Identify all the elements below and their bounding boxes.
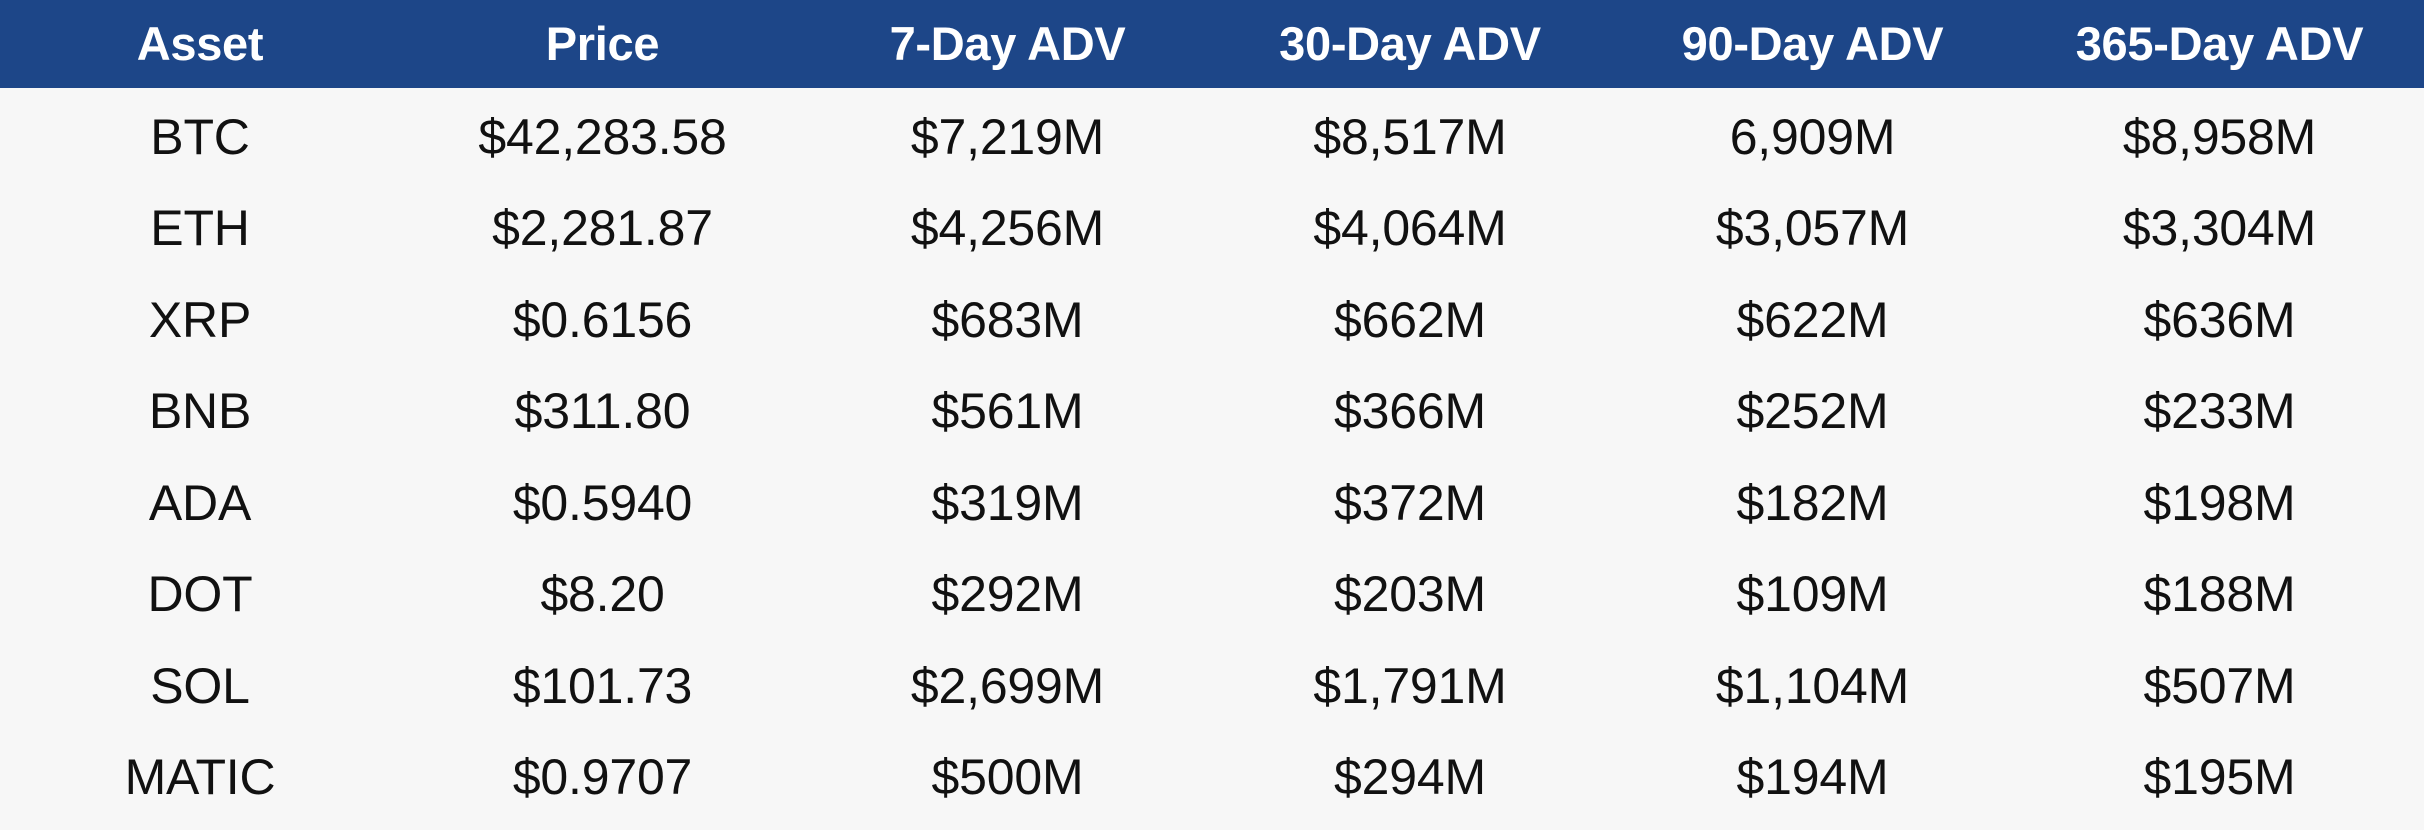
adv-90-day-cell: $109M — [1736, 566, 1889, 623]
adv-30-day-cell: $372M — [1334, 474, 1486, 531]
header-price: Price — [545, 17, 660, 70]
adv-365-day-cell: $198M — [2143, 474, 2296, 531]
adv-365-day-cell: $507M — [2143, 657, 2296, 714]
adv-365-day-cell: $233M — [2143, 383, 2296, 440]
adv-30-day-cell: $1,791M — [1313, 657, 1507, 714]
table-row: SOL $101.73 $2,699M $1,791M $1,104M $507… — [0, 640, 2424, 732]
asset-cell: BTC — [150, 108, 250, 165]
adv-7-day-cell: $561M — [931, 383, 1084, 440]
table-row: BNB $311.80 $561M $366M $252M $233M — [0, 366, 2424, 458]
asset-cell: DOT — [147, 566, 253, 623]
adv-365-day-cell: $188M — [2143, 566, 2296, 623]
adv-30-day-cell: $8,517M — [1313, 108, 1507, 165]
price-cell: $311.80 — [514, 383, 691, 440]
adv-7-day-cell: $319M — [931, 474, 1084, 531]
asset-cell: BNB — [148, 383, 252, 440]
price-cell: $42,283.58 — [478, 108, 727, 165]
price-cell: $8.20 — [540, 566, 665, 623]
adv-7-day-cell: $2,699M — [910, 657, 1105, 714]
asset-cell: XRP — [148, 291, 252, 348]
adv-30-day-cell: $4,064M — [1313, 200, 1507, 257]
adv-365-day-cell: $8,958M — [2122, 108, 2317, 165]
adv-30-day-cell: $366M — [1334, 383, 1486, 440]
price-cell: $2,281.87 — [492, 200, 713, 257]
table-row: BTC $42,283.58 $7,219M $8,517M 6,909M $8… — [0, 91, 2424, 183]
adv-90-day-cell: $3,057M — [1715, 200, 1910, 257]
adv-90-day-cell: 6,909M — [1729, 108, 1896, 165]
adv-30-day-cell: $203M — [1334, 566, 1486, 623]
asset-cell: ETH — [150, 200, 250, 257]
adv-7-day-cell: $7,219M — [910, 108, 1105, 165]
adv-90-day-cell: $1,104M — [1715, 657, 1910, 714]
header-30-day-adv: 30-Day ADV — [1279, 17, 1541, 70]
table-row: XRP $0.6156 $683M $662M $622M $636M — [0, 274, 2424, 366]
adv-90-day-cell: $252M — [1736, 383, 1889, 440]
table-body: BTC $42,283.58 $7,219M $8,517M 6,909M $8… — [0, 88, 2424, 830]
header-7-day-adv: 7-Day ADV — [889, 17, 1126, 70]
adv-365-day-cell: $3,304M — [2122, 200, 2317, 257]
adv-90-day-cell: $194M — [1736, 749, 1889, 806]
asset-cell: MATIC — [124, 749, 276, 806]
header-90-day-adv: 90-Day ADV — [1681, 17, 1944, 70]
asset-cell: ADA — [148, 474, 252, 531]
adv-30-day-cell: $662M — [1334, 291, 1486, 348]
adv-90-day-cell: $182M — [1736, 474, 1889, 531]
price-cell: $0.6156 — [512, 291, 693, 348]
table-row: ADA $0.5940 $319M $372M $182M $198M — [0, 457, 2424, 549]
header-365-day-adv: 365-Day ADV — [2075, 17, 2364, 70]
table-row: DOT $8.20 $292M $203M $109M $188M — [0, 549, 2424, 641]
price-cell: $101.73 — [512, 657, 693, 714]
price-cell: $0.9707 — [512, 749, 693, 806]
adv-7-day-cell: $683M — [931, 291, 1084, 348]
price-cell: $0.5940 — [512, 474, 693, 531]
table-header-row: Asset Price 7-Day ADV 30-Day ADV 90-Day … — [0, 0, 2424, 88]
asset-cell: SOL — [150, 657, 250, 714]
adv-7-day-cell: $292M — [931, 566, 1084, 623]
adv-365-day-cell: $636M — [2143, 291, 2296, 348]
adv-365-day-cell: $195M — [2143, 749, 2296, 806]
table-row: ETH $2,281.87 $4,256M $4,064M $3,057M $3… — [0, 183, 2424, 275]
adv-30-day-cell: $294M — [1334, 749, 1486, 806]
header-asset: Asset — [136, 17, 264, 70]
adv-7-day-cell: $500M — [931, 749, 1084, 806]
adv-90-day-cell: $622M — [1736, 291, 1889, 348]
adv-7-day-cell: $4,256M — [910, 200, 1105, 257]
table-row: MATIC $0.9707 $500M $294M $194M $195M — [0, 732, 2424, 824]
